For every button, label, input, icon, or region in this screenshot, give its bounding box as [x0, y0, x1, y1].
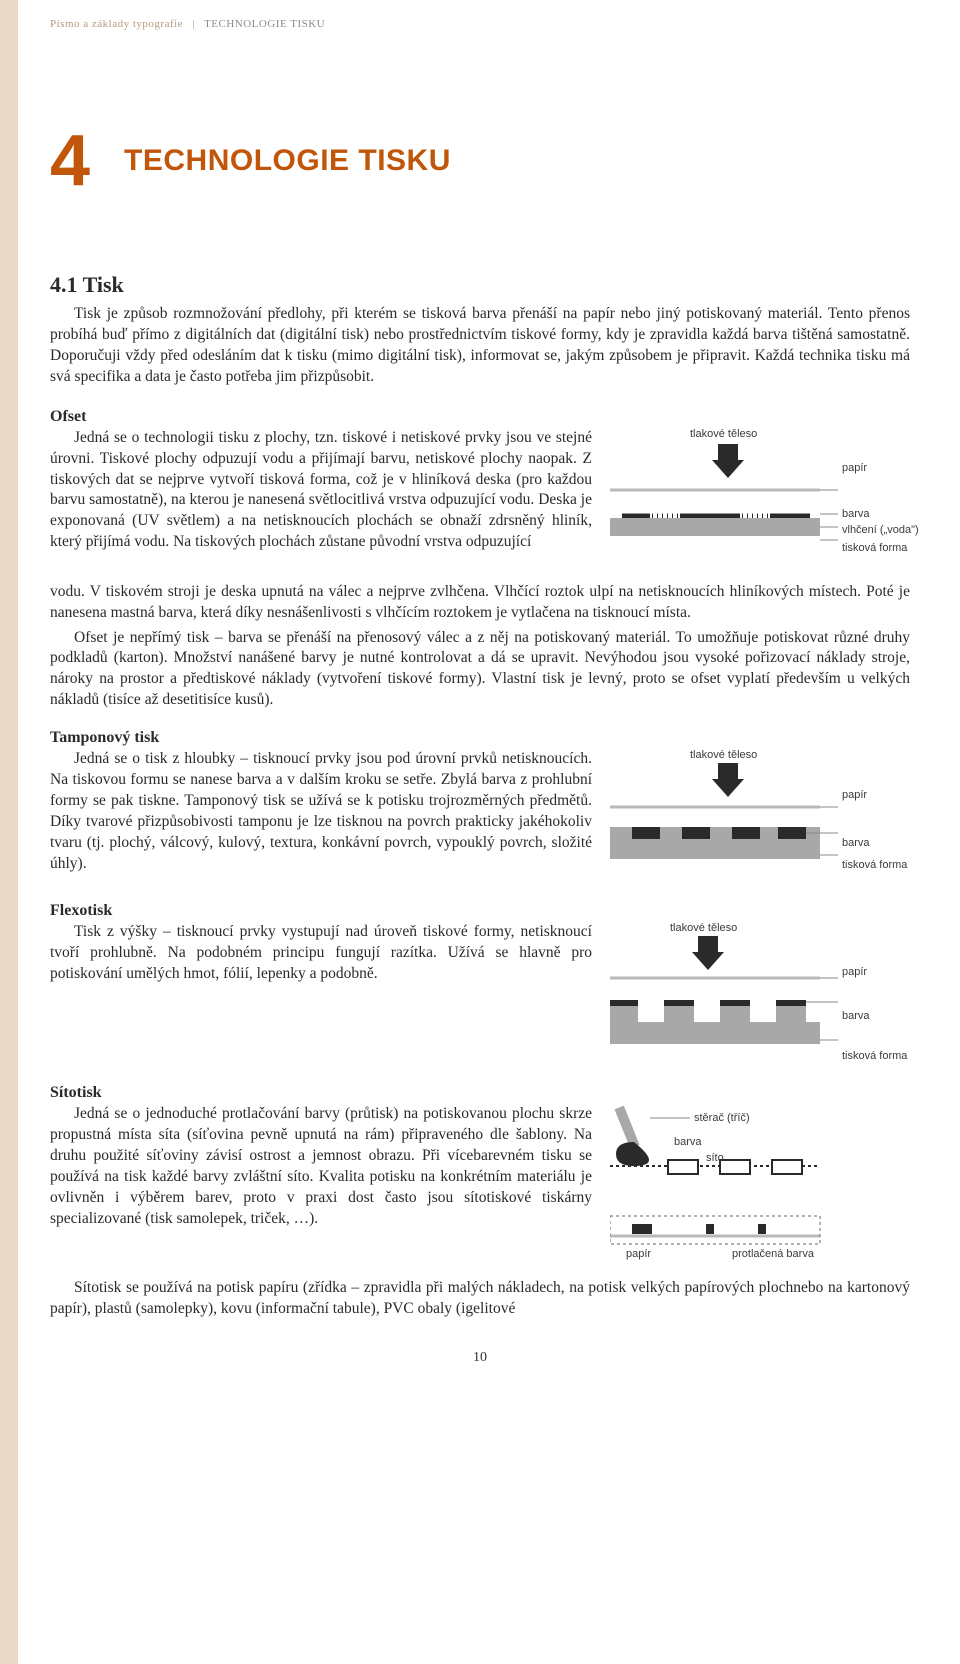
sito-row: Jedná se o jednoduché protlačování barvy…: [50, 1104, 910, 1274]
ofset-paragraph-2: vodu. V tiskovém stroji je deska upnutá …: [50, 582, 910, 624]
page-number: 10: [50, 1350, 910, 1366]
running-header: Písmo a základy typografie | TECHNOLOGIE…: [50, 18, 910, 30]
sito-paragraph-2: Sítotisk se používá na potisk papíru (zř…: [50, 1278, 910, 1320]
diagram-label-papir: papír: [842, 966, 867, 978]
diagram-label-forma: tisková forma: [842, 1050, 907, 1062]
flexo-heading: Flexotisk: [50, 902, 910, 920]
ofset-row: Jedná se o technologii tisku z plochy, t…: [50, 428, 910, 578]
header-chapter: TECHNOLOGIE TISKU: [204, 18, 325, 30]
header-part: Písmo a základy typografie: [50, 18, 183, 30]
sito-heading: Sítotisk: [50, 1084, 910, 1102]
chapter-heading: 4 TECHNOLOGIE TISKU: [50, 120, 910, 202]
tampon-heading: Tamponový tisk: [50, 729, 910, 747]
sito-diagram: stěrač (tříč) barva síto papír protlačen…: [610, 1104, 910, 1274]
ofset-heading: Ofset: [50, 408, 910, 426]
diagram-label-vlhceni: vlhčení („voda"): [842, 524, 919, 536]
ofset-svg: [610, 428, 910, 578]
diagram-label-papir: papír: [842, 789, 867, 801]
diagram-label-papir: papír: [626, 1248, 651, 1260]
page-content: Písmo a základy typografie | TECHNOLOGIE…: [0, 0, 960, 1396]
diagram-label-protlacena: protlačená barva: [732, 1248, 814, 1260]
ofset-paragraph-1: Jedná se o technologii tisku z plochy, t…: [50, 428, 592, 578]
diagram-label-barva: barva: [842, 837, 870, 849]
tampon-diagram: tlakové těleso papír barva tisková forma: [610, 749, 910, 884]
diagram-label-forma: tisková forma: [842, 542, 907, 554]
chapter-number: 4: [50, 120, 90, 202]
flexo-diagram: tlakové těleso: [610, 922, 910, 1072]
flexo-row: Tisk z výšky – tisknoucí prvky vystupují…: [50, 922, 910, 1072]
section-title: 4.1 Tisk: [50, 272, 910, 298]
diagram-label-sito: síto: [706, 1152, 724, 1164]
diagram-label-barva: barva: [842, 1010, 870, 1022]
page-edge-decoration: [0, 0, 18, 1664]
header-separator: |: [192, 18, 195, 30]
intro-paragraph: Tisk je způsob rozmnožování předlohy, př…: [50, 304, 910, 388]
diagram-label-papir: papír: [842, 462, 867, 474]
sito-paragraph-1: Jedná se o jednoduché protlačování barvy…: [50, 1104, 592, 1274]
diagram-label-forma: tisková forma: [842, 859, 907, 871]
flexo-paragraph: Tisk z výšky – tisknoucí prvky vystupují…: [50, 922, 592, 1072]
diagram-label-barva: barva: [674, 1136, 702, 1148]
diagram-label-barva: barva: [842, 508, 870, 520]
tampon-paragraph: Jedná se o tisk z hloubky – tisknoucí pr…: [50, 749, 592, 884]
ofset-diagram: tlakové těleso: [610, 428, 910, 578]
chapter-title: TECHNOLOGIE TISKU: [124, 144, 451, 178]
tampon-row: Jedná se o tisk z hloubky – tisknoucí pr…: [50, 749, 910, 884]
ofset-paragraph-3: Ofset je nepřímý tisk – barva se přenáší…: [50, 628, 910, 712]
diagram-label-sterac: stěrač (tříč): [694, 1112, 750, 1124]
